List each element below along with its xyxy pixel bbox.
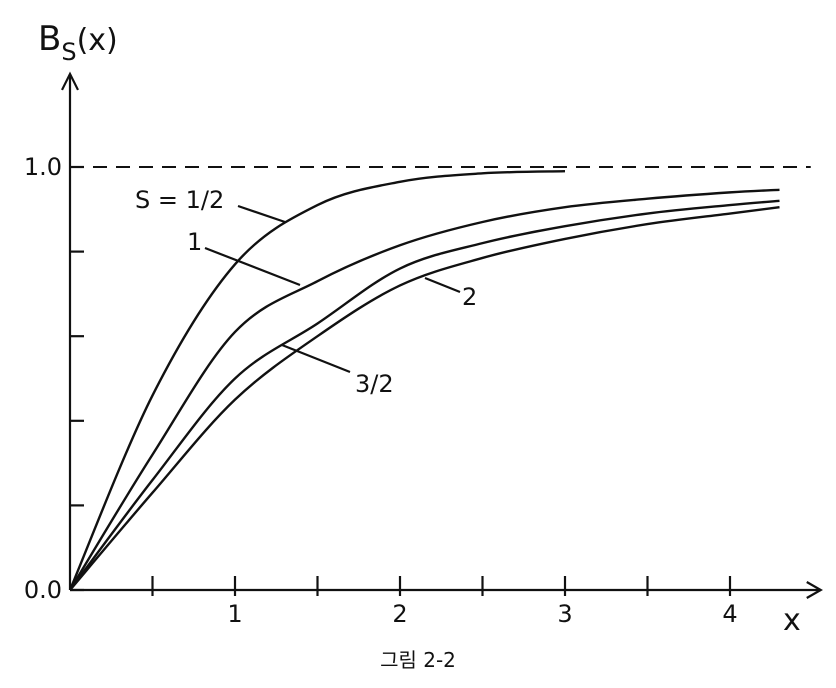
curve [69, 199, 780, 591]
y-tick-label: 1.0 [24, 153, 62, 181]
x-tick-label: 4 [722, 600, 737, 628]
x-axis-label: x [783, 603, 801, 638]
y-axis-label-main: B [38, 19, 61, 59]
curve [68, 170, 566, 591]
y-axis-arrow [61, 71, 79, 91]
curve-label: 1 [187, 228, 202, 256]
y-axis-label-rest: (x) [77, 23, 118, 58]
label-leader [237, 204, 286, 224]
curve-label: 3/2 [355, 370, 394, 398]
curve-label: 2 [462, 283, 477, 311]
curve [69, 205, 780, 591]
y-axis-label-sub: S [61, 38, 76, 66]
label-leader [424, 276, 461, 294]
x-tick-label: 3 [557, 600, 572, 628]
label-leader [281, 343, 351, 374]
caption: 그림 2-2 [380, 648, 456, 672]
x-axis-arrow [806, 581, 823, 599]
y-axis-label: BS(x) [38, 19, 118, 66]
curve [68, 188, 780, 591]
curve-label: S = 1/2 [135, 186, 224, 214]
label-leader [204, 246, 301, 287]
y-tick-label: 0.0 [24, 576, 62, 604]
x-tick-label: 2 [392, 600, 407, 628]
x-tick-label: 1 [227, 600, 242, 628]
